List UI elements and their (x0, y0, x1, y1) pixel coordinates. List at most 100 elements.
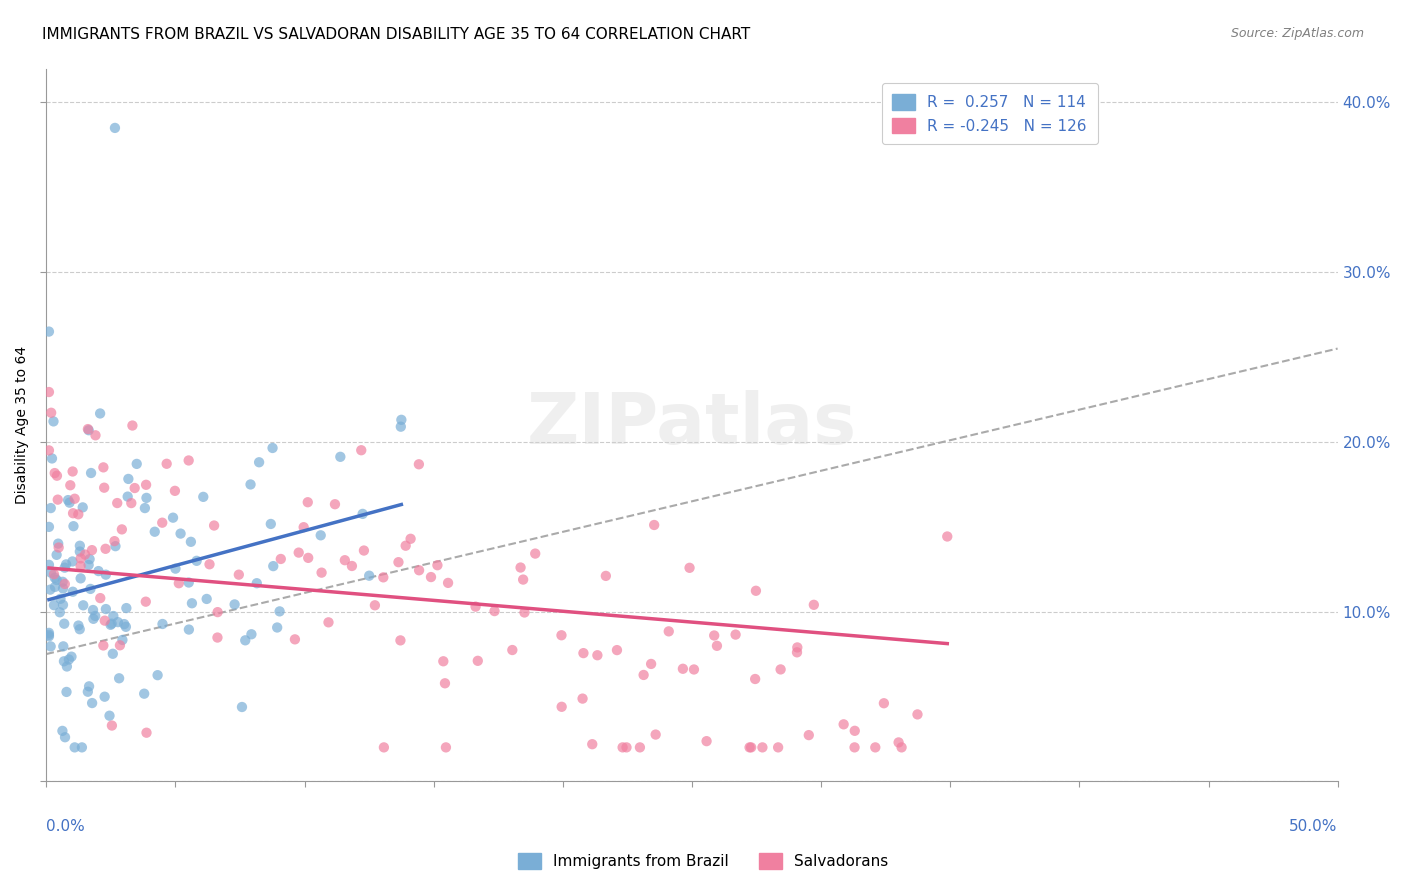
Point (751, 740, 773, 755)
Point (62, 554, 84, 568)
Point (262, 441, 284, 455)
Point (207, 631, 229, 645)
Point (108, 671, 131, 685)
Point (76, 684, 98, 698)
Point (239, 477, 262, 491)
Point (42, 567, 65, 582)
Point (389, 419, 412, 434)
Point (38, 384, 60, 399)
Point (62, 506, 84, 520)
Point (52, 654, 75, 668)
Point (353, 543, 375, 558)
Point (39, 582, 62, 597)
Point (69, 539, 91, 553)
Point (121, 418, 143, 433)
Point (55, 558, 77, 572)
Point (333, 553, 356, 567)
Point (269, 604, 291, 618)
Point (38, 558, 60, 572)
Point (89, 407, 111, 421)
Point (48, 541, 70, 555)
Point (832, 717, 855, 731)
Point (890, 740, 912, 755)
Y-axis label: Disability Age 35 to 64: Disability Age 35 to 64 (15, 346, 30, 504)
Point (389, 633, 412, 648)
Point (193, 490, 215, 504)
Point (399, 532, 422, 546)
Point (103, 609, 125, 624)
Point (395, 539, 418, 553)
Point (124, 481, 146, 495)
Point (39, 640, 62, 654)
Point (77, 423, 100, 437)
Point (46, 468, 69, 483)
Point (39, 501, 62, 516)
Point (165, 561, 187, 575)
Point (873, 696, 896, 710)
Point (318, 615, 340, 630)
Point (509, 560, 531, 574)
Point (112, 617, 135, 632)
Point (420, 570, 443, 584)
Point (240, 627, 263, 641)
Point (58, 652, 80, 666)
Point (46, 492, 69, 507)
Text: ZIPatlas: ZIPatlas (527, 391, 858, 459)
Point (135, 725, 157, 739)
Point (167, 576, 190, 591)
Point (79, 552, 101, 566)
Point (581, 737, 603, 751)
Point (52, 598, 75, 612)
Point (49, 591, 72, 606)
Point (52, 640, 75, 654)
Point (69, 544, 91, 558)
Point (111, 632, 134, 647)
Point (100, 617, 122, 632)
Point (408, 563, 430, 577)
Point (266, 620, 288, 634)
Point (437, 575, 460, 590)
Point (433, 676, 456, 690)
Point (146, 668, 169, 682)
Point (292, 520, 315, 534)
Legend: Immigrants from Brazil, Salvadorans: Immigrants from Brazil, Salvadorans (512, 847, 894, 875)
Point (69, 559, 91, 574)
Point (797, 728, 820, 742)
Point (39, 566, 62, 580)
Point (100, 616, 122, 631)
Point (69, 551, 91, 566)
Point (84, 609, 107, 624)
Point (571, 691, 593, 706)
Point (93, 460, 115, 475)
Point (107, 615, 129, 629)
Point (67, 618, 90, 632)
Point (672, 662, 695, 676)
Point (706, 639, 728, 653)
Point (484, 604, 506, 618)
Point (464, 599, 486, 614)
Point (52, 574, 75, 589)
Point (309, 528, 332, 542)
Point (79, 582, 101, 596)
Point (936, 529, 959, 543)
Point (135, 477, 157, 491)
Point (58, 496, 80, 510)
Point (134, 687, 156, 701)
Point (38, 629, 60, 643)
Point (120, 496, 142, 510)
Point (181, 596, 204, 610)
Point (738, 740, 761, 755)
Point (39, 406, 62, 420)
Point (38, 443, 60, 458)
Point (352, 507, 374, 521)
Point (246, 576, 269, 591)
Point (297, 495, 319, 509)
Point (207, 605, 229, 619)
Text: 0.0%: 0.0% (46, 819, 86, 834)
Point (44, 580, 66, 594)
Point (93, 690, 115, 704)
Point (53, 616, 76, 631)
Point (59, 478, 82, 492)
Point (323, 497, 346, 511)
Point (150, 516, 173, 530)
